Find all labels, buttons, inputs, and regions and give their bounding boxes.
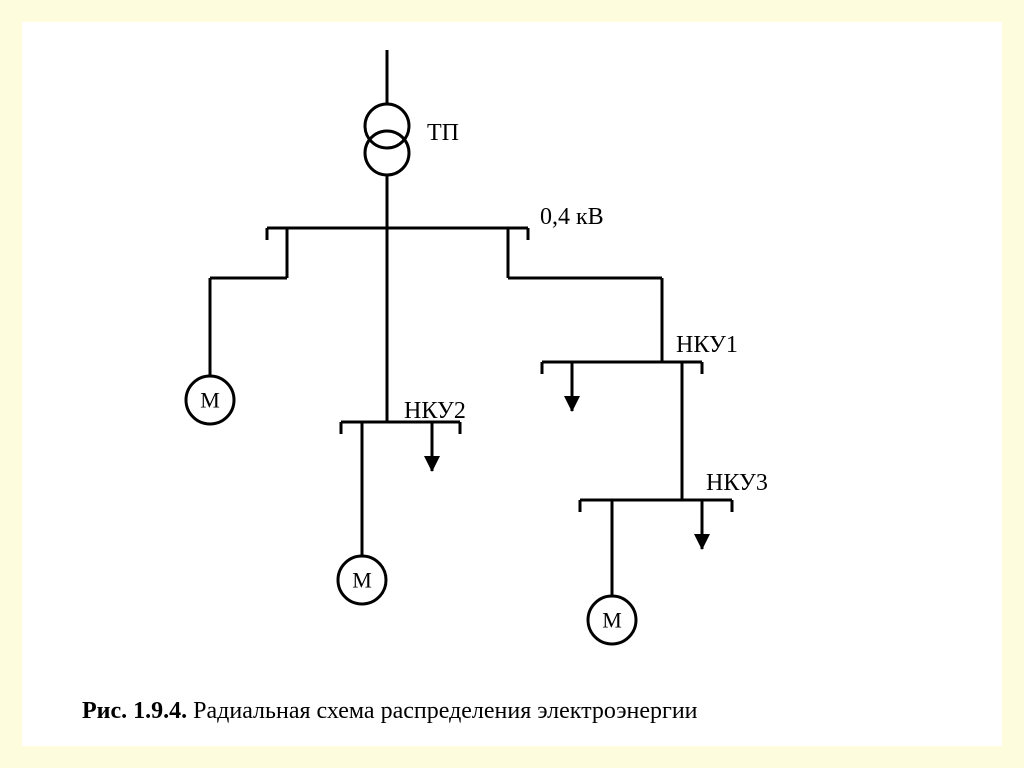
nku3-arrow-head <box>694 534 710 550</box>
motor-center-label: М <box>352 568 372 593</box>
motor-left-label: М <box>200 388 220 413</box>
page-inner: ТП 0,4 кВ М НКУ2 М НКУ1 НКУ3 М Рис. 1.9.4. Ради… <box>22 22 1002 746</box>
tp-circle-bottom <box>365 131 409 175</box>
figure-title: Радиальная схема распределения электроэн… <box>193 698 697 724</box>
nku1-label: НКУ1 <box>676 332 738 358</box>
nku3-label: НКУ3 <box>706 470 768 496</box>
nku2-arrow-head <box>424 456 440 472</box>
tp-label: ТП <box>427 120 459 146</box>
tp-circle-top <box>365 104 409 148</box>
motor-right-label: М <box>602 608 622 633</box>
page-outer: ТП 0,4 кВ М НКУ2 М НКУ1 НКУ3 М Рис. 1.9.4. Ради… <box>0 0 1024 768</box>
figure-number: Рис. 1.9.4. <box>82 698 187 724</box>
nku1-arrow-head <box>564 396 580 412</box>
nku2-label: НКУ2 <box>404 398 466 424</box>
voltage-label: 0,4 кВ <box>540 204 604 230</box>
radial-distribution-diagram: ТП 0,4 кВ М НКУ2 М НКУ1 НКУ3 М <box>112 50 932 670</box>
figure-caption: Рис. 1.9.4. Радиальная схема распределен… <box>82 698 698 725</box>
